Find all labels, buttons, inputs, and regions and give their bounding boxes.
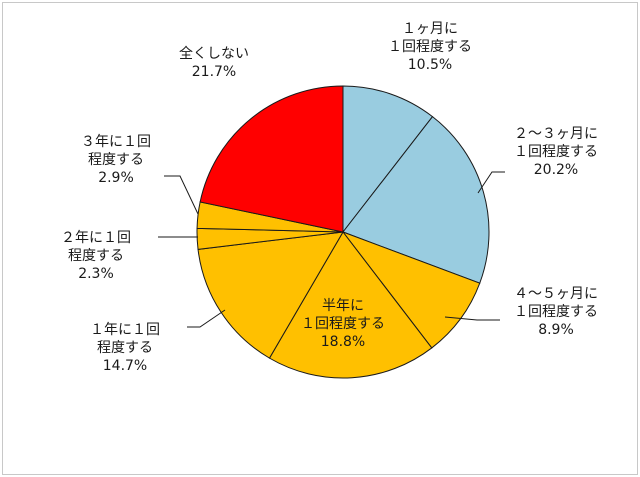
slice-category-label: 程度する [97,340,153,356]
leader-line-1 [477,171,505,194]
leader-line-4 [187,309,226,328]
slice-category-label: ３年に１回 [81,134,151,150]
slice-category-label: １回程度する [514,304,598,320]
slice-label-4: １年に１回程度する 14.7% [90,322,160,374]
slice-category-label: １回程度する [388,39,472,55]
slice-category-label: ２年に１回 [61,230,131,246]
pie-slice-0 [342,85,434,234]
leader-lines [158,171,505,328]
slice-category-label: 全くしない [179,45,249,62]
pie-slice-3 [268,231,433,379]
slice-value-label: 8.9% [538,322,574,338]
slice-label-1: ２～３ヶ月に １回程度する 20.2% [514,126,598,178]
pie-slices [196,85,490,379]
slice-category-label: 半年に [322,298,364,314]
slice-label-0: １ヶ月に １回程度する 10.5% [388,21,472,73]
slice-label-2: ４～５ヶ月に １回程度する 8.9% [514,286,598,338]
slice-category-label: ４～５ヶ月に [514,286,598,302]
slice-value-label: 14.7% [103,358,147,374]
pie-slice-7 [199,85,344,233]
slice-value-label: 10.5% [408,57,452,73]
slice-label-6: ３年に１回程度する 2.9% [81,134,151,186]
slice-label-5: ２年に１回程度する 2.3% [61,230,131,282]
slice-value-label: 20.2% [534,162,578,178]
slice-value-label: 18.8% [321,334,365,350]
slice-category-label: 程度する [88,152,144,168]
slice-category-label: １回程度する [514,144,598,160]
pie-slice-1 [342,115,490,284]
leader-line-2 [444,316,500,321]
slice-label-3: 半年に １回程度する 18.8% [301,298,385,350]
slice-value-label: 21.7% [192,64,236,80]
leader-line-6 [164,175,199,215]
slice-label-7: 全くしない 21.7% [179,45,249,80]
slice-labels: １ヶ月に １回程度する 10.5% ２～３ヶ月に １回程度する 20.2% ４～５ヶ月に １回… [61,21,598,374]
slice-category-label: １ヶ月に [402,21,458,37]
slice-category-label: 程度する [68,248,124,264]
slice-value-label: 2.9% [98,170,134,186]
slice-category-label: ２～３ヶ月に [514,126,598,142]
slice-value-label: 2.3% [78,266,114,282]
slice-category-label: １回程度する [301,316,385,332]
slice-category-label: １年に１回 [90,322,160,338]
